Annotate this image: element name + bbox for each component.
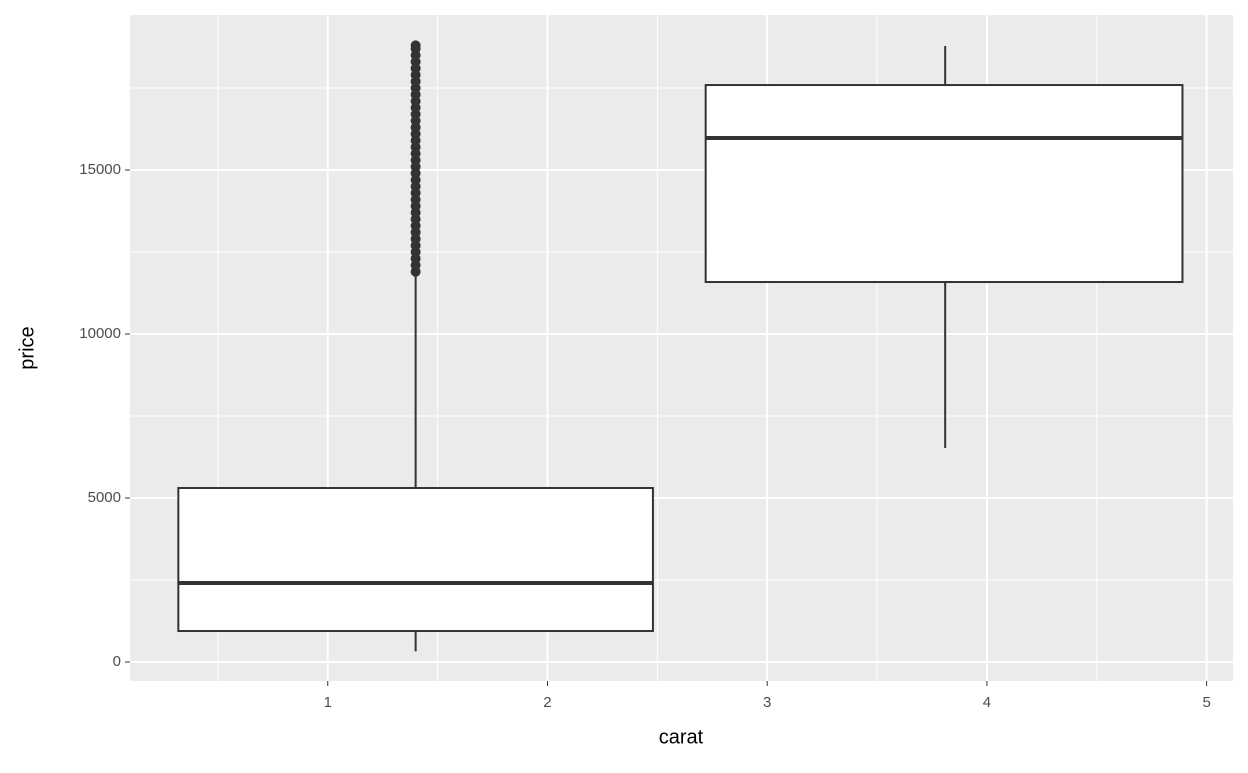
y-tick-label: 10000 bbox=[79, 325, 121, 342]
y-axis-title: price bbox=[16, 326, 38, 369]
y-tick-label: 5000 bbox=[88, 489, 121, 506]
x-tick-label: 5 bbox=[1202, 694, 1210, 711]
x-tick-label: 2 bbox=[543, 694, 551, 711]
x-tick-label: 1 bbox=[324, 694, 332, 711]
x-tick-label: 3 bbox=[763, 694, 771, 711]
x-tick-label: 4 bbox=[983, 694, 991, 711]
x-axis-title: carat bbox=[659, 726, 704, 748]
box bbox=[704, 84, 1184, 284]
outlier bbox=[410, 40, 421, 51]
box bbox=[177, 487, 654, 633]
y-tick-label: 15000 bbox=[79, 161, 121, 178]
y-tick-label: 0 bbox=[113, 653, 121, 670]
